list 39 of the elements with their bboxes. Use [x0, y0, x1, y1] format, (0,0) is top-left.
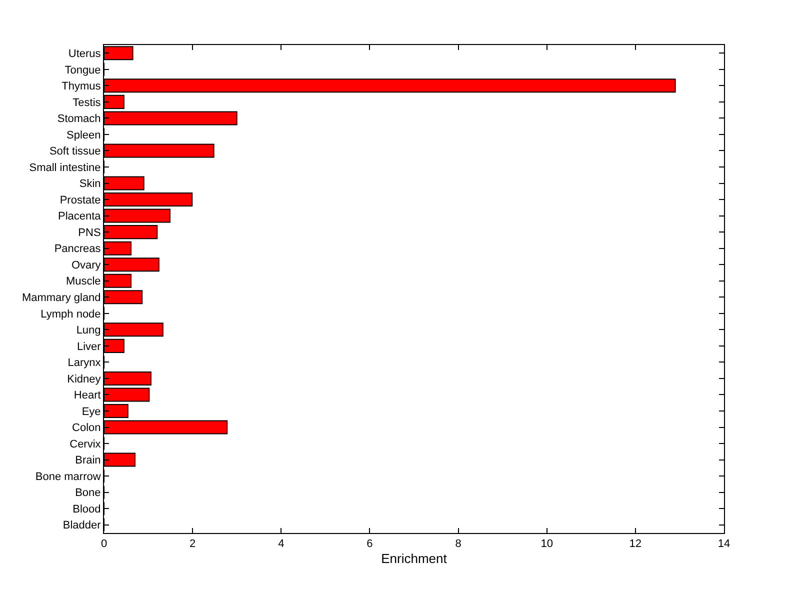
y-tick-label: Spleen: [66, 129, 101, 142]
y-tick-label: Bone: [75, 487, 101, 500]
y-tick-label: Testis: [72, 96, 102, 109]
x-tick-label: 4: [278, 538, 284, 550]
y-tick-label: PNS: [78, 226, 101, 239]
y-tick-label: Skin: [79, 178, 101, 190]
y-tick-label: Lymph node: [40, 308, 101, 320]
x-tick-label: 2: [190, 538, 196, 550]
y-tick-label: Liver: [76, 340, 102, 353]
y-tick-label: Colon: [72, 422, 101, 434]
y-tick-label: Pancreas: [54, 243, 102, 256]
y-tick-label: Uterus: [68, 48, 102, 60]
y-tick-label: Muscle: [66, 276, 101, 288]
y-tick-label: Small intestine: [29, 162, 101, 174]
y-tick-label: Brain: [75, 454, 101, 467]
y-tick-label: Bladder: [62, 520, 102, 532]
y-tick-label: Stomach: [57, 113, 101, 126]
y-tick-label: Tongue: [64, 64, 101, 76]
y-tick-label: Thymus: [62, 80, 102, 93]
y-tick-label: Placenta: [58, 210, 102, 223]
y-tick-label: Cervix: [70, 438, 102, 450]
x-tick-label: 6: [366, 538, 373, 550]
y-tick-label: Blood: [72, 503, 101, 516]
x-tick-label: 8: [455, 538, 462, 550]
x-tick-label: 12: [629, 538, 642, 550]
y-tick-label: Eye: [82, 406, 101, 418]
y-tick-label: Bone marrow: [35, 470, 101, 483]
y-tick-label: Heart: [74, 390, 101, 402]
x-tick-label: 10: [540, 538, 553, 550]
x-axis-title: Enrichment: [381, 550, 448, 566]
y-tick-label: Larynx: [68, 357, 102, 370]
y-tick-label: Prostate: [60, 194, 101, 206]
y-tick-label: Mammary gland: [22, 292, 101, 304]
x-tick-label: 14: [718, 538, 730, 550]
y-tick-label: Lung: [76, 324, 101, 337]
y-tick-label: Soft tissue: [49, 146, 101, 158]
y-tick-label: Kidney: [67, 373, 102, 386]
x-tick-label: 0: [100, 538, 108, 550]
y-tick-label: Ovary: [71, 259, 102, 272]
